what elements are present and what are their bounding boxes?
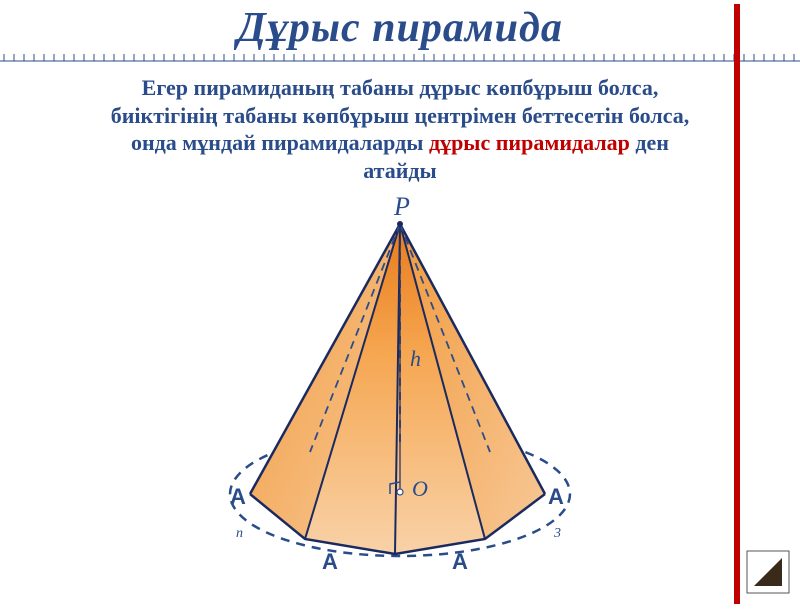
def-line4: атайды (363, 158, 437, 183)
vertex-A-n: А (230, 484, 246, 510)
def-line3-post: ден (630, 130, 669, 155)
def-line1: Егер пирамиданың табаны дұрыс көпбұрыш б… (142, 75, 659, 100)
def-line3-pre: онда мұндай пирамидаларды (131, 130, 429, 155)
page-title: Дұрыс пирамида (0, 4, 800, 52)
corner-marker-icon (746, 550, 790, 594)
pyramid-diagram: P h O А n А А А 3 (0, 194, 800, 604)
vertex-sub-3: 3 (554, 526, 561, 542)
vertex-A-2: А (452, 549, 468, 575)
center-label: O (412, 476, 428, 502)
def-highlight: дұрыс пирамидалар (429, 130, 630, 155)
apex-label: P (394, 192, 410, 222)
def-line2: биіктігінің табаны көпбұрыш центрімен бе… (111, 103, 690, 128)
ruler-divider (0, 51, 800, 65)
height-label: h (410, 346, 421, 372)
side-red-lines (734, 4, 740, 604)
vertex-sub-n: n (236, 526, 243, 542)
vertex-A-3: А (548, 484, 564, 510)
definition-text: Егер пирамиданың табаны дұрыс көпбұрыш б… (0, 70, 800, 184)
vertex-A-1: А (322, 549, 338, 575)
